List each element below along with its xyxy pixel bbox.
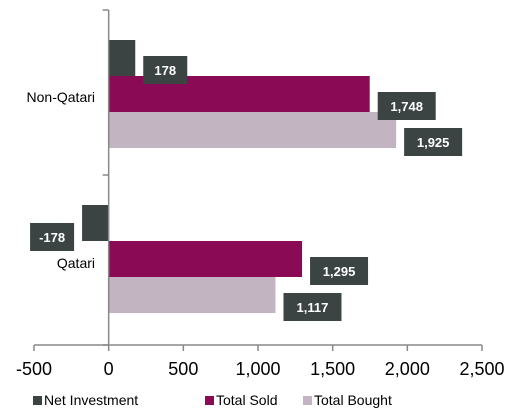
data-label-box bbox=[143, 56, 188, 84]
data-label-box bbox=[310, 257, 369, 285]
legend-label: Total Sold bbox=[216, 392, 277, 408]
data-label-box bbox=[283, 293, 342, 321]
x-tick-label: -500 bbox=[16, 359, 52, 379]
x-tick-label: 1,500 bbox=[310, 359, 355, 379]
bars-layer bbox=[82, 40, 397, 313]
legend-item: Total Sold bbox=[205, 392, 277, 408]
data-label-box bbox=[404, 128, 463, 156]
data-label-text: 1,117 bbox=[297, 300, 329, 315]
data-label-box bbox=[377, 92, 436, 120]
legend-swatch bbox=[205, 396, 214, 405]
data-label-text: -178 bbox=[39, 230, 65, 245]
legend-swatch bbox=[33, 396, 42, 405]
legend-label: Net Investment bbox=[44, 392, 138, 408]
data-label-box bbox=[30, 223, 75, 251]
axis-layer: -500 0 500 1,000 1,500 2,000 2,500 Non-Qatari Qa… bbox=[16, 9, 505, 379]
x-tick-label: 0 bbox=[104, 359, 114, 379]
bar-net-investment-qatari bbox=[82, 205, 109, 241]
data-label-text: 1,925 bbox=[417, 135, 450, 150]
x-tick-label: 1,000 bbox=[235, 359, 280, 379]
bar-total-bought-non-qatari bbox=[108, 112, 397, 148]
data-label: 178 bbox=[143, 56, 188, 84]
x-tick-label: 500 bbox=[168, 359, 198, 379]
bar-total-sold-qatari bbox=[108, 241, 303, 277]
bar-total-bought-qatari bbox=[108, 277, 276, 313]
data-labels-layer: 178 -178 1,748 1,295 1,925 1,117 bbox=[30, 56, 463, 321]
legend-label: Total Bought bbox=[314, 392, 392, 408]
category-label: Qatari bbox=[57, 255, 95, 271]
x-tick-label: 2,000 bbox=[385, 359, 430, 379]
data-label-text: 1,748 bbox=[390, 99, 423, 114]
data-label: 1,925 bbox=[404, 128, 463, 156]
bar-net-investment-non-qatari bbox=[108, 40, 136, 76]
data-label-text: 1,295 bbox=[323, 264, 356, 279]
legend-swatch bbox=[303, 396, 312, 405]
legend-item: Net Investment bbox=[33, 392, 138, 408]
category-label: Non-Qatari bbox=[27, 89, 95, 105]
legend: Net Investment Total Sold Total Bought bbox=[33, 392, 392, 408]
x-tick-label: 2,500 bbox=[459, 359, 504, 379]
data-label: 1,117 bbox=[283, 293, 342, 321]
data-label: 1,748 bbox=[377, 92, 436, 120]
data-label: -178 bbox=[30, 223, 75, 251]
legend-item: Total Bought bbox=[303, 392, 392, 408]
data-label: 1,295 bbox=[310, 257, 369, 285]
data-label-text: 178 bbox=[154, 63, 176, 78]
